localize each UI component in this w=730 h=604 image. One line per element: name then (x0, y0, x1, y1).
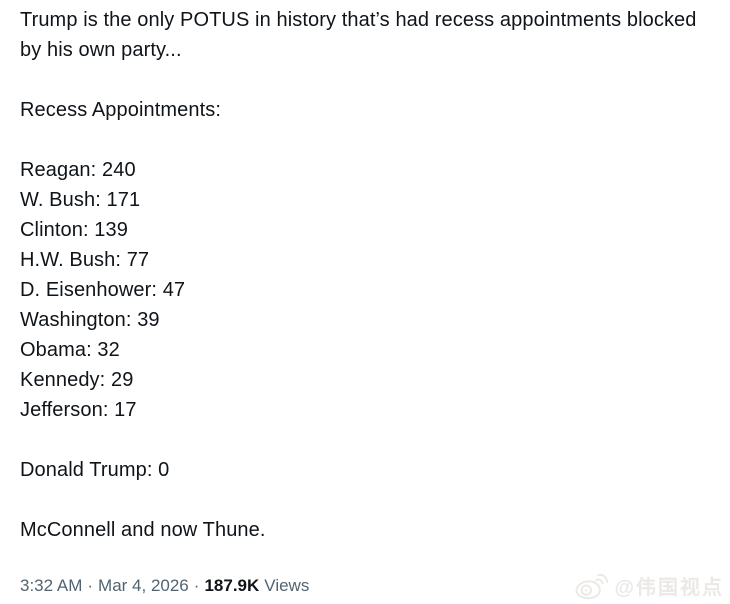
separator: : (99, 369, 111, 391)
list-item: W. Bush: 171 (20, 185, 710, 215)
appointment-count: 32 (97, 339, 120, 361)
separator: : (146, 459, 159, 481)
president-name: W. Bush (20, 189, 96, 211)
recess-appointments-heading: Recess Appointments: (20, 99, 221, 121)
recess-appointments-list: Reagan: 240 W. Bush: 171 Clinton: 139 H.… (20, 155, 710, 425)
conclusion-line: McConnell and now Thune. (20, 519, 266, 541)
weibo-watermark: @伟国视点 (574, 571, 724, 600)
list-item: Jefferson: 17 (20, 395, 710, 425)
watermark-handle: @伟国视点 (614, 577, 724, 599)
separator: : (151, 279, 163, 301)
appointment-count: 39 (137, 309, 160, 331)
president-name: Donald Trump (20, 459, 147, 481)
date: Mar 4, 2026 (98, 576, 189, 595)
appointment-count: 47 (162, 279, 186, 301)
list-item: Washington: 39 (20, 305, 710, 335)
separator: : (125, 309, 138, 331)
appointment-count: 171 (106, 189, 141, 211)
appointment-count: 77 (126, 249, 150, 271)
list-item: Reagan: 240 (20, 155, 710, 185)
separator: : (95, 189, 107, 211)
separator: : (115, 249, 127, 271)
separator: : (102, 399, 115, 421)
president-name: Clinton (20, 219, 83, 241)
list-item: Obama: 32 (20, 335, 710, 365)
trump-zero-line: Donald Trump: 0 (20, 455, 710, 485)
weibo-icon (574, 572, 609, 600)
president-name: Reagan (20, 159, 91, 181)
president-name: Obama (20, 339, 87, 361)
president-name: Washington (20, 309, 126, 331)
separator: : (86, 339, 98, 361)
president-name: Kennedy (20, 369, 100, 391)
list-item: D. Eisenhower: 47 (20, 275, 710, 305)
list-item: Clinton: 139 (20, 215, 710, 245)
dot-separator: · (87, 576, 94, 595)
appointment-count: 139 (94, 219, 128, 241)
views-label: Views (264, 576, 310, 595)
list-item: Kennedy: 29 (20, 365, 710, 395)
appointment-count: 0 (158, 459, 170, 481)
president-name: Jefferson (20, 399, 103, 421)
president-name: D. Eisenhower (20, 279, 152, 301)
tweet-text: Trump is the only POTUS in history that’… (20, 5, 710, 545)
president-name: H.W. Bush (20, 249, 116, 271)
tweet-meta: 3:32 AM · Mar 4, 2026 · 187.9K Views (20, 575, 710, 597)
list-item: H.W. Bush: 77 (20, 245, 710, 275)
separator: : (90, 159, 102, 181)
views-count: 187.9K (204, 576, 260, 595)
appointment-count: 17 (114, 399, 137, 421)
tweet-intro-paragraph: Trump is the only POTUS in history that’… (20, 9, 697, 61)
appointment-count: 240 (102, 159, 136, 181)
separator: : (82, 219, 95, 241)
dot-separator: · (193, 576, 200, 595)
appointment-count: 29 (110, 369, 134, 391)
timestamp: 3:32 AM (20, 576, 83, 595)
